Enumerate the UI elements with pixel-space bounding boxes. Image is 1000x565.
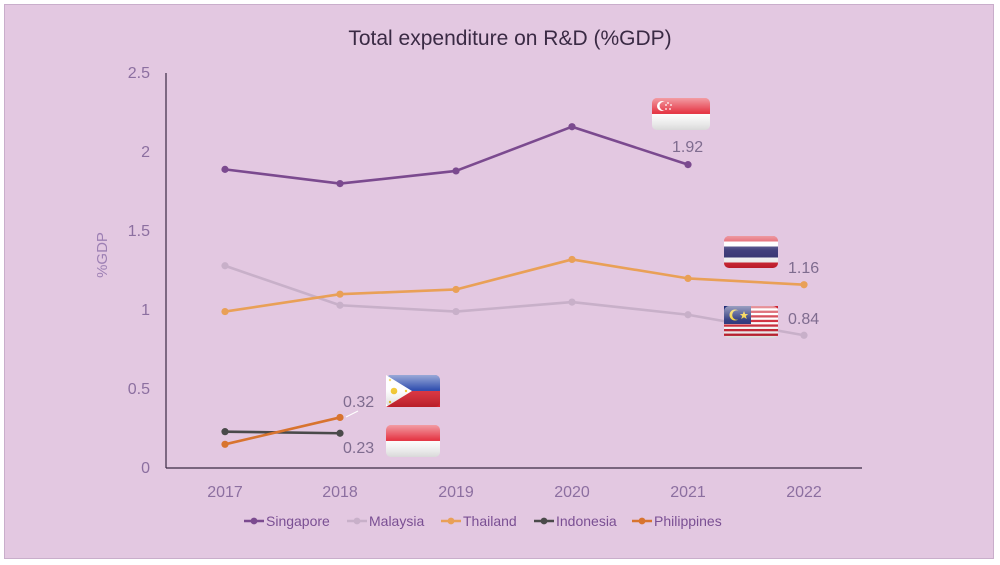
data-point-malaysia xyxy=(684,311,692,319)
y-tick-label: 1.5 xyxy=(128,223,150,240)
legend-marker-philippines xyxy=(638,517,646,525)
series-line-philippines xyxy=(224,416,341,446)
data-point-singapore xyxy=(221,165,229,173)
x-tick-label: 2022 xyxy=(786,484,822,501)
legend-marker-indonesia xyxy=(540,517,548,525)
data-point-malaysia xyxy=(800,331,808,339)
legend-label-philippines: Philippines xyxy=(654,513,722,529)
series-lines xyxy=(221,123,808,448)
x-tick-label: 2018 xyxy=(322,484,358,501)
series-line-malaysia xyxy=(224,264,805,337)
legend-label-thailand: Thailand xyxy=(463,513,517,529)
philippines-label-leader xyxy=(345,410,359,418)
legend-label-malaysia: Malaysia xyxy=(369,513,424,529)
data-point-malaysia xyxy=(221,262,229,270)
series-line-singapore xyxy=(224,125,689,185)
series-line-thailand xyxy=(224,258,805,313)
y-tick-label: 1 xyxy=(141,302,150,319)
x-tick-label: 2019 xyxy=(438,484,474,501)
chart-frame xyxy=(4,4,994,559)
data-point-philippines xyxy=(336,413,344,422)
y-tick-label: 0 xyxy=(141,460,150,477)
indonesia-flag-icon xyxy=(386,425,440,457)
legend-label-indonesia: Indonesia xyxy=(556,513,617,529)
data-label-singapore: 1.92 xyxy=(672,139,703,156)
y-tick-label: 2 xyxy=(141,144,150,161)
series-line-indonesia xyxy=(224,430,341,435)
data-label-philippines: 0.32 xyxy=(343,394,374,411)
legend-marker-malaysia xyxy=(353,517,361,525)
data-point-thailand xyxy=(452,285,460,294)
x-tick-label: 2021 xyxy=(670,484,706,501)
y-tick-labels: 0 0.5 1 1.5 2 2.5 xyxy=(128,65,150,477)
x-tick-label: 2020 xyxy=(554,484,590,501)
data-point-thailand xyxy=(221,307,229,316)
data-point-malaysia xyxy=(452,307,460,316)
philippines-flag-icon xyxy=(386,375,440,407)
data-point-indonesia xyxy=(221,428,229,436)
data-point-singapore xyxy=(452,167,460,175)
chart-legend: Singapore Malaysia Thailand Indonesia Philip… xyxy=(244,513,722,529)
x-tick-labels: 2017 2018 2019 2020 2021 2022 xyxy=(207,484,822,501)
data-label-indonesia: 0.23 xyxy=(343,440,374,457)
thailand-flag-icon xyxy=(724,236,778,268)
data-point-thailand xyxy=(800,281,808,289)
data-label-thailand: 1.16 xyxy=(788,260,819,277)
legend-label-singapore: Singapore xyxy=(266,513,330,529)
data-point-indonesia xyxy=(336,429,344,437)
data-point-thailand xyxy=(684,274,692,282)
data-point-malaysia xyxy=(336,301,344,309)
legend-marker-thailand xyxy=(447,517,455,525)
legend-marker-singapore xyxy=(250,517,258,525)
data-label-malaysia: 0.84 xyxy=(788,311,819,328)
data-point-singapore xyxy=(336,180,344,188)
data-point-thailand xyxy=(568,255,576,264)
x-tick-label: 2017 xyxy=(207,484,243,501)
data-point-thailand xyxy=(336,290,344,298)
y-tick-label: 0.5 xyxy=(128,381,150,398)
data-point-malaysia xyxy=(568,298,576,306)
chart-title: Total expenditure on R&D (%GDP) xyxy=(348,27,671,50)
malaysia-flag-icon xyxy=(724,306,778,338)
data-point-philippines xyxy=(221,440,229,448)
y-axis-label: %GDP xyxy=(94,232,111,278)
data-point-singapore xyxy=(684,161,692,169)
singapore-flag-icon xyxy=(652,98,710,130)
y-tick-label: 2.5 xyxy=(128,65,150,82)
data-point-singapore xyxy=(568,123,576,131)
